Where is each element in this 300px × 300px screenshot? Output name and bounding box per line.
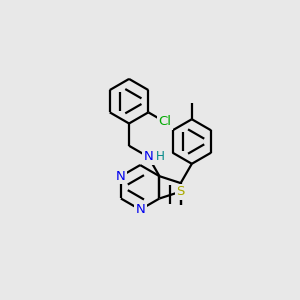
Text: N: N	[116, 170, 126, 183]
Text: Cl: Cl	[158, 115, 171, 128]
Text: N: N	[135, 203, 145, 216]
Text: S: S	[176, 185, 185, 198]
Text: H: H	[156, 150, 165, 164]
Text: N: N	[143, 150, 153, 164]
